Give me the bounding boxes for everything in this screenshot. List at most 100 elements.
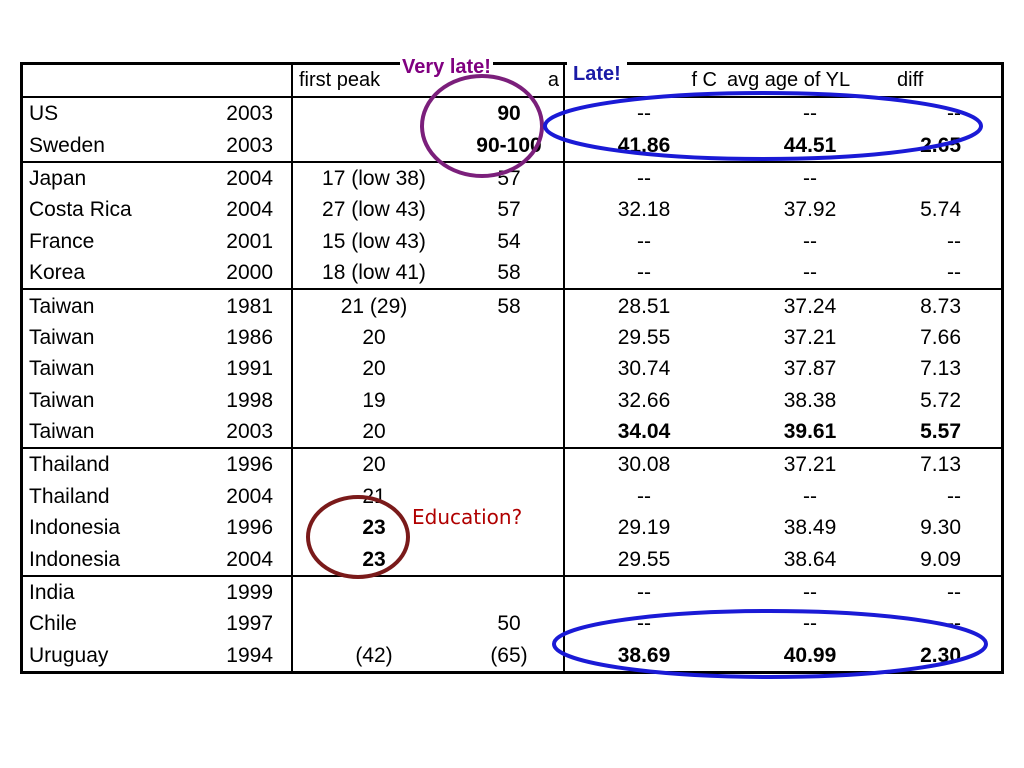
cell-second [455,447,564,481]
cell-second: (65) [490,643,528,667]
table-row: France 2001 15 (low 43) 54 -- -- -- [22,225,1003,257]
cell-country: US [29,102,59,126]
table-row: Taiwan 2003 20 34.04 39.61 5.57 [22,415,1003,449]
cell-diff: 5.74 [920,198,961,222]
cell-year: 1996 [209,447,292,481]
table-row: Chile 1997 50 -- -- -- [22,608,1003,640]
annotation-very-late: Very late! [400,55,493,79]
cell-year: 2001 [226,229,273,253]
cell-second: 54 [497,229,521,253]
cell-year: 2004 [209,160,292,195]
cell-country: Taiwan [29,420,95,444]
cell-country: Chile [29,612,77,636]
cell-first-peak: 17 (low 38) [291,160,455,195]
cell-aoc: 28.51 [563,288,723,322]
cell-diff: 7.66 [920,325,961,349]
cell-aoc: -- [563,160,723,195]
table-row: Indonesia 2004 23 29.55 38.64 9.09 [22,543,1003,576]
cell-year: 2004 [226,547,273,571]
cell-diff: 8.73 [897,288,1003,322]
cell-second [455,385,564,416]
cell-first-peak: 20 [291,415,455,449]
cell-aoc: 29.55 [563,543,723,576]
cell-second: 50 [497,612,521,636]
cell-year: 1997 [226,612,273,636]
cell-first-peak: 20 [291,353,455,385]
cell-first-peak: 18 (low 41) [291,256,455,290]
annotation-late: Late! [567,62,627,86]
cell-country: Korea [29,261,86,285]
cell-first-peak [291,97,455,130]
cell-year: 2004 [226,484,273,508]
cell-country: Taiwan [29,325,95,349]
table-row: Costa Rica 2004 27 (low 43) 57 32.18 37.92 5.7… [22,194,1003,226]
cell-diff: -- [947,229,961,253]
cell-diff: -- [947,261,961,285]
table-row: Korea 2000 18 (low 41) 58 -- -- -- [22,256,1003,290]
cell-aoc: -- [563,225,723,257]
cell-first-peak: 21 (29) [291,288,455,322]
cell-ayl: -- [803,102,817,126]
cell-country: Sweden [29,133,105,157]
cell-second [455,322,564,353]
header-year [209,63,292,98]
cell-diff [897,160,1003,195]
table-row: Japan 2004 17 (low 38) 57 -- -- [21,160,1003,195]
cell-year: 2003 [226,420,273,444]
cell-diff: 5.72 [920,388,961,412]
cell-aoc: -- [563,574,723,609]
cell-year: 2003 [226,133,273,157]
cell-diff: 7.13 [920,357,961,381]
cell-country: India [21,574,209,609]
cell-country: Costa Rica [29,198,132,222]
table-row: Taiwan 1981 21 (29) 58 28.51 37.24 8.73 [21,288,1003,322]
table-row: Thailand 2004 21 -- -- -- [22,480,1003,513]
cell-aoc: 29.19 [563,512,723,544]
cell-ayl: 39.61 [783,420,837,444]
cell-country: Taiwan [21,288,209,322]
cell-year: 2004 [226,198,273,222]
cell-aoc: 38.69 [563,639,723,673]
cell-aoc: 41.86 [563,129,723,162]
cell-second: 57 [497,198,521,222]
cell-ayl: -- [803,612,817,636]
cell-year: 1998 [226,388,273,412]
cell-ayl: 38.38 [783,388,837,412]
cell-year: 1994 [226,643,273,667]
cell-first-peak: 23 [291,543,455,576]
data-table: first peak a f C avg age of YL diff US 20… [20,62,1004,675]
cell-country: Taiwan [29,357,95,381]
table-row: Sweden 2003 90-100 41.86 44.51 2.65 [22,129,1003,162]
cell-first-peak [291,608,455,640]
cell-diff: -- [897,574,1003,609]
header-avg-age-yl: avg age of YL [723,63,897,98]
cell-ayl: -- [803,484,817,508]
cell-first-peak: (42) [291,639,455,673]
cell-second: 57 [455,160,564,195]
cell-year: 2000 [226,261,273,285]
header-row: first peak a f C avg age of YL diff [21,63,1003,98]
cell-ayl: 38.64 [783,547,837,571]
table-row: Thailand 1996 20 30.08 37.21 7.13 [21,447,1003,481]
annotation-education: Education? [412,505,523,529]
cell-ayl: 37.92 [783,198,837,222]
table-row: Taiwan 1998 19 32.66 38.38 5.72 [22,384,1003,416]
cell-second: 58 [455,288,564,322]
cell-first-peak [291,129,455,162]
cell-diff: -- [947,484,961,508]
header-diff: diff [897,63,1003,98]
cell-country: Indonesia [29,547,121,571]
table-row: Taiwan 1986 20 29.55 37.21 7.66 [22,321,1003,354]
cell-second [455,416,564,448]
cell-year: 1986 [226,325,273,349]
table-row: India 1999 -- -- -- [21,574,1003,609]
cell-aoc: 34.04 [563,415,723,449]
cell-aoc: -- [563,608,723,640]
cell-second [455,353,564,384]
cell-diff: 2.30 [920,643,961,667]
cell-second: 90-100 [476,133,542,157]
cell-country: Thailand [29,484,110,508]
cell-year: 1999 [209,574,292,609]
table-row: US 2003 90 -- -- -- [22,97,1003,130]
cell-diff: -- [947,612,961,636]
